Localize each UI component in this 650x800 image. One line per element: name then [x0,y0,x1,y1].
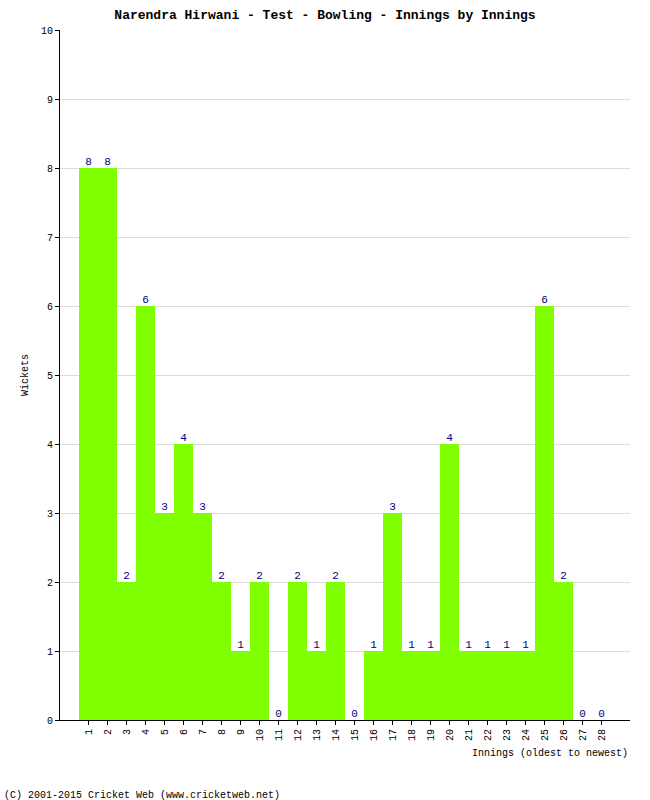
svg-text:1: 1 [84,729,95,735]
svg-text:7: 7 [198,729,209,735]
svg-text:2: 2 [123,570,130,582]
svg-text:1: 1 [313,639,320,651]
svg-text:13: 13 [312,729,323,741]
svg-text:1: 1 [522,639,529,651]
svg-text:11: 11 [274,729,285,741]
svg-text:3: 3 [389,501,396,513]
svg-text:28: 28 [597,729,608,741]
svg-text:21: 21 [464,729,475,741]
svg-text:0: 0 [275,708,282,720]
svg-text:Narendra Hirwani - Test - Bowl: Narendra Hirwani - Test - Bowling - Inni… [114,8,535,23]
svg-text:2: 2 [332,570,339,582]
svg-text:14: 14 [331,729,342,741]
svg-text:5: 5 [160,729,171,735]
svg-text:6: 6 [541,294,548,306]
svg-text:3: 3 [199,501,206,513]
svg-text:10: 10 [41,26,53,37]
svg-text:1: 1 [408,639,415,651]
svg-text:0: 0 [351,708,358,720]
svg-text:1: 1 [237,639,244,651]
svg-text:0: 0 [47,716,53,727]
svg-text:8: 8 [217,729,228,735]
svg-text:2: 2 [294,570,301,582]
svg-text:9: 9 [47,95,53,106]
svg-text:1: 1 [427,639,434,651]
svg-text:3: 3 [122,729,133,735]
svg-text:3: 3 [161,501,168,513]
svg-text:24: 24 [521,729,532,741]
svg-text:5: 5 [47,371,53,382]
svg-text:2: 2 [47,578,53,589]
svg-text:4: 4 [446,432,453,444]
svg-text:2: 2 [218,570,225,582]
svg-text:17: 17 [388,729,399,741]
svg-text:1: 1 [503,639,510,651]
svg-text:10: 10 [255,729,266,741]
svg-text:4: 4 [180,432,187,444]
svg-text:6: 6 [47,302,53,313]
svg-text:16: 16 [369,729,380,741]
svg-text:9: 9 [236,729,247,735]
svg-text:7: 7 [47,233,53,244]
svg-text:2: 2 [256,570,263,582]
svg-text:15: 15 [350,729,361,741]
svg-text:(C) 2001-2015 Cricket Web (www: (C) 2001-2015 Cricket Web (www.cricketwe… [4,790,280,800]
svg-text:1: 1 [370,639,377,651]
svg-text:6: 6 [179,729,190,735]
svg-text:8: 8 [85,156,92,168]
svg-text:6: 6 [142,294,149,306]
svg-text:25: 25 [540,729,551,741]
svg-text:Wickets: Wickets [20,354,31,396]
svg-text:2: 2 [103,729,114,735]
svg-text:1: 1 [465,639,472,651]
svg-text:19: 19 [426,729,437,741]
svg-text:1: 1 [484,639,491,651]
svg-text:4: 4 [141,729,152,735]
svg-text:12: 12 [293,729,304,741]
svg-text:4: 4 [47,440,53,451]
svg-text:26: 26 [559,729,570,741]
svg-text:1: 1 [47,647,53,658]
svg-text:0: 0 [598,708,605,720]
svg-text:23: 23 [502,729,513,741]
svg-text:18: 18 [407,729,418,741]
svg-text:8: 8 [104,156,111,168]
svg-text:0: 0 [579,708,586,720]
svg-text:8: 8 [47,164,53,175]
svg-text:3: 3 [47,509,53,520]
svg-text:Innings (oldest to newest): Innings (oldest to newest) [472,748,628,759]
svg-text:2: 2 [560,570,567,582]
svg-text:22: 22 [483,729,494,741]
svg-text:20: 20 [445,729,456,741]
svg-text:27: 27 [578,729,589,741]
